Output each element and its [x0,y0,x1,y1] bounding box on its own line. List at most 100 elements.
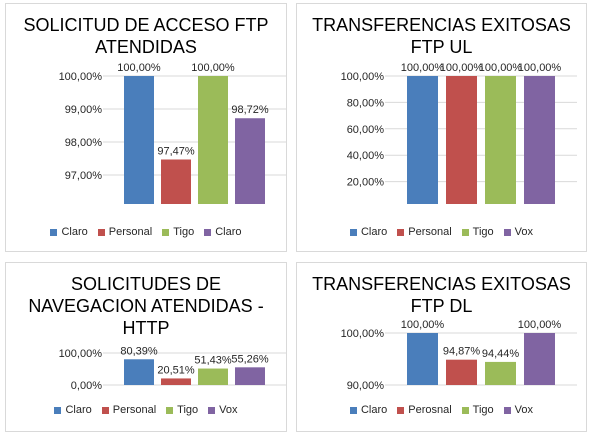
legend-swatch [461,406,469,414]
legend-label: Vox [514,226,534,238]
legend-item: Claro [349,226,388,238]
bar-tigo [485,361,516,385]
legend-swatch [503,228,511,236]
data-label: 100,00% [191,62,235,74]
data-label: 100,00% [518,62,562,74]
y-tick-label: 97,00% [65,170,103,182]
legend-label: Perosnal [408,404,452,416]
data-label: 98,72% [231,104,269,116]
legend-item: Perosnal [397,404,452,416]
data-label: 94,87% [443,346,481,358]
legend-label: Personal [108,226,153,238]
data-label: 94,44% [482,348,520,360]
y-tick-label: 0,00% [353,203,384,204]
legend-item: Vox [503,226,534,238]
y-tick-label: 100,00% [59,71,103,83]
legend-label: Claro [61,226,88,238]
legend-item: Claro [349,404,388,416]
chart-title: TRANSFERENCIAS EXITOSAS FTP UL [312,15,571,57]
bar-tigo [198,368,228,385]
y-tick-label: 100,00% [59,348,103,360]
legend-swatch [204,228,212,236]
chart-panel-ftp-dl: TRANSFERENCIAS EXITOSAS FTP DL 90,00% 100… [296,262,587,432]
legend-item: Tigo [461,226,494,238]
data-label: 100,00% [401,62,445,74]
bar-personal [161,378,191,385]
bar-personal [161,159,191,204]
legend-label: Claro [215,226,242,238]
data-label: 100,00% [479,62,523,74]
chart-legend: Claro Perosnal Tigo Vox [297,404,586,416]
legend-item: Claro [54,404,92,416]
bar-chart-ftp-ul: 0,00%20,00%40,00%60,00%80,00%100,00%100,… [341,62,577,204]
bar-perosnal [446,359,477,385]
legend-label: Vox [514,404,534,416]
chart-legend: Claro Personal Tigo Vox [297,226,586,238]
legend-swatch [461,228,469,236]
y-tick-label: 40,00% [347,150,385,162]
legend-item: Tigo [166,404,198,416]
bar-tigo [485,76,516,204]
legend-item: Vox [208,404,238,416]
data-label: 100,00% [518,319,562,331]
legend-label: Personal [408,226,452,238]
data-label: 97,47% [157,145,195,157]
chart-legend: Claro Personal Tigo Vox [6,404,286,416]
legend-swatch [101,406,109,414]
legend-label: Tigo [472,226,494,238]
chart-panel-http: SOLICITUDES DE NAVEGACION ATENDIDAS - HT… [5,262,287,432]
legend-swatch [349,406,357,414]
bar-chart-ftp-dl: 90,00% 100,00% 100,00% 94,87% 94,44% 100,00% [341,319,577,392]
chart-title: SOLICITUD DE ACCESO FTP ATENDIDAS [23,15,269,57]
legend-label: Claro [65,404,92,416]
y-tick-label: 100,00% [341,71,385,83]
legend-swatch [97,228,105,236]
legend-label: Claro [360,226,388,238]
legend-swatch [397,228,405,236]
bar-claro [124,76,154,204]
legend-swatch [166,406,174,414]
legend-item: Vox [503,404,534,416]
legend-swatch [54,406,62,414]
data-label: 80,39% [120,345,158,357]
bar-claro [407,333,438,385]
chart-panel-ftp-ul: TRANSFERENCIAS EXITOSAS FTP UL 0,00% 20,0… [296,3,587,252]
legend-swatch [349,228,357,236]
chart-title: SOLICITUDES DE NAVEGACION ATENDIDAS - HT… [28,274,264,338]
y-tick-label: 98,00% [65,137,103,149]
legend-item: Claro [204,226,242,238]
data-label: 100,00% [401,319,445,331]
y-tick-label: 20,00% [347,177,385,189]
bar-claro [407,76,438,204]
legend-label: Tigo [472,404,494,416]
bar-personal [446,76,477,204]
legend-swatch [397,406,405,414]
y-tick-label: 100,00% [341,328,385,340]
bar-chart-http: 0,00% 100,00% 80,39% 20,51%51,43% 55,26% [59,345,286,392]
legend-item: Tigo [461,404,494,416]
bar-vox [524,333,555,385]
data-label: 51,43% [194,355,232,367]
bar-claro [124,359,154,385]
bar-vox [235,367,265,385]
legend-swatch [503,406,511,414]
bar-vox [524,76,555,204]
bar-chart-ftp-access: 96,00% 97,00% 98,00% 99,00% 100,00% 100,00% 97… [59,62,286,204]
chart-legend: Claro Personal Tigo Claro [6,226,286,238]
chart-panel-ftp-access: SOLICITUD DE ACCESO FTP ATENDIDAS 96,00%… [5,3,287,252]
data-label: 100,00% [117,62,161,74]
data-label: 20,51% [157,364,195,376]
data-label: 55,26% [231,353,269,365]
legend-swatch [50,228,58,236]
legend-label: Personal [112,404,157,416]
y-tick-label: 99,00% [65,104,103,116]
y-tick-label: 90,00% [347,380,385,392]
legend-item: Tigo [162,226,194,238]
legend-item: Personal [101,404,157,416]
legend-label: Tigo [177,404,199,416]
chart-title: TRANSFERENCIAS EXITOSAS FTP DL [312,274,571,316]
legend-label: Claro [360,404,388,416]
y-tick-label: 96,00% [65,203,103,204]
y-tick-label: 80,00% [347,97,385,109]
legend-item: Personal [397,226,452,238]
